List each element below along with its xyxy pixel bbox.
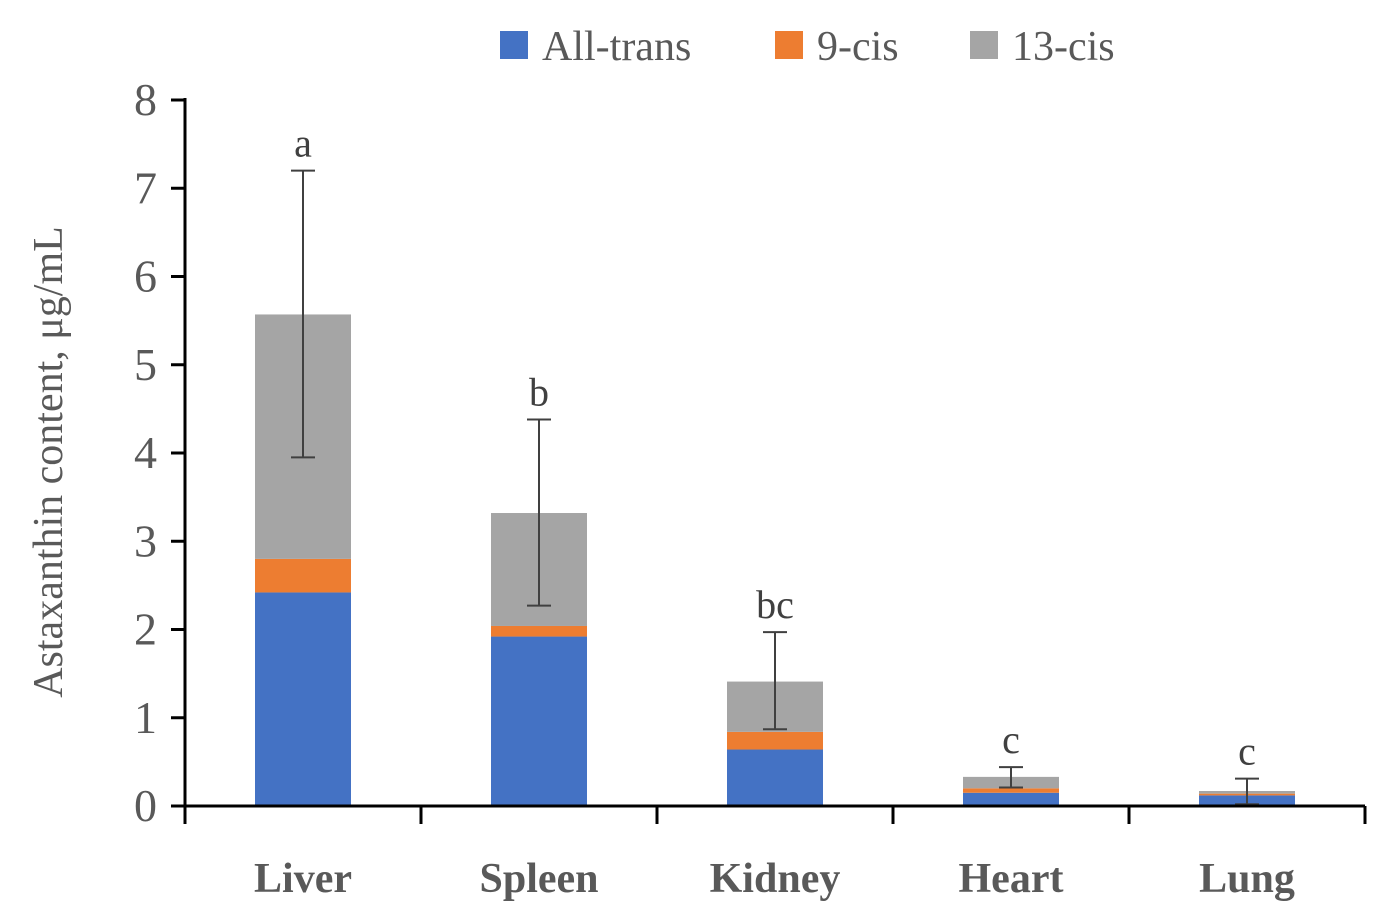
legend: All-trans 9-cis 13-cis — [500, 24, 1115, 70]
significance-label: b — [529, 369, 549, 414]
significance-label: a — [294, 121, 312, 166]
y-tick-label: 8 — [134, 74, 157, 125]
legend-label: 13-cis — [1012, 24, 1115, 70]
error-bar — [1235, 777, 1259, 806]
legend-item-13-cis: 13-cis — [970, 24, 1115, 70]
y-tick-label: 3 — [134, 515, 157, 566]
y-axis: 0 1 2 3 4 5 6 7 8 — [134, 74, 187, 831]
bars — [255, 314, 1295, 806]
bar-segment-all-trans — [963, 792, 1059, 806]
legend-swatch — [775, 31, 803, 59]
y-tick-label: 1 — [134, 692, 157, 743]
y-tick-label: 5 — [134, 339, 157, 390]
bar-segment-all-trans — [491, 636, 587, 806]
bar-segment-all-trans — [255, 592, 351, 806]
significance-label: c — [1238, 729, 1256, 774]
y-tick-label: 7 — [134, 162, 157, 213]
bar-segment-9-cis — [727, 731, 823, 750]
y-tick-label: 2 — [134, 604, 157, 655]
legend-label: 9-cis — [817, 24, 899, 70]
legend-item-all-trans: All-trans — [500, 24, 691, 70]
significance-label: bc — [756, 582, 794, 627]
x-category-label: Spleen — [479, 856, 598, 902]
legend-swatch — [500, 31, 528, 59]
error-bar — [999, 766, 1023, 789]
bar-segment-9-cis — [255, 558, 351, 593]
error-bar — [291, 169, 315, 459]
error-bar — [763, 631, 787, 731]
x-axis: Liver Spleen Kidney Heart Lung — [183, 804, 1367, 902]
x-category-label: Heart — [959, 856, 1064, 902]
legend-item-9-cis: 9-cis — [775, 24, 899, 70]
y-axis-title: Astaxanthin content, μg/mL — [26, 226, 72, 698]
y-tick-label: 4 — [134, 427, 157, 478]
y-tick-label: 6 — [134, 251, 157, 302]
bar-segment-9-cis — [491, 625, 587, 637]
error-bar — [527, 418, 551, 607]
bar-segment-9-cis — [963, 788, 1059, 793]
error-bars: a b bc c c — [291, 121, 1259, 806]
legend-label: All-trans — [542, 24, 691, 70]
x-category-label: Lung — [1199, 856, 1295, 902]
significance-label: c — [1002, 717, 1020, 762]
legend-swatch — [970, 31, 998, 59]
y-tick-label: 0 — [134, 780, 157, 831]
x-category-label: Liver — [254, 856, 352, 902]
x-category-label: Kidney — [710, 856, 841, 902]
bar-segment-all-trans — [727, 749, 823, 806]
